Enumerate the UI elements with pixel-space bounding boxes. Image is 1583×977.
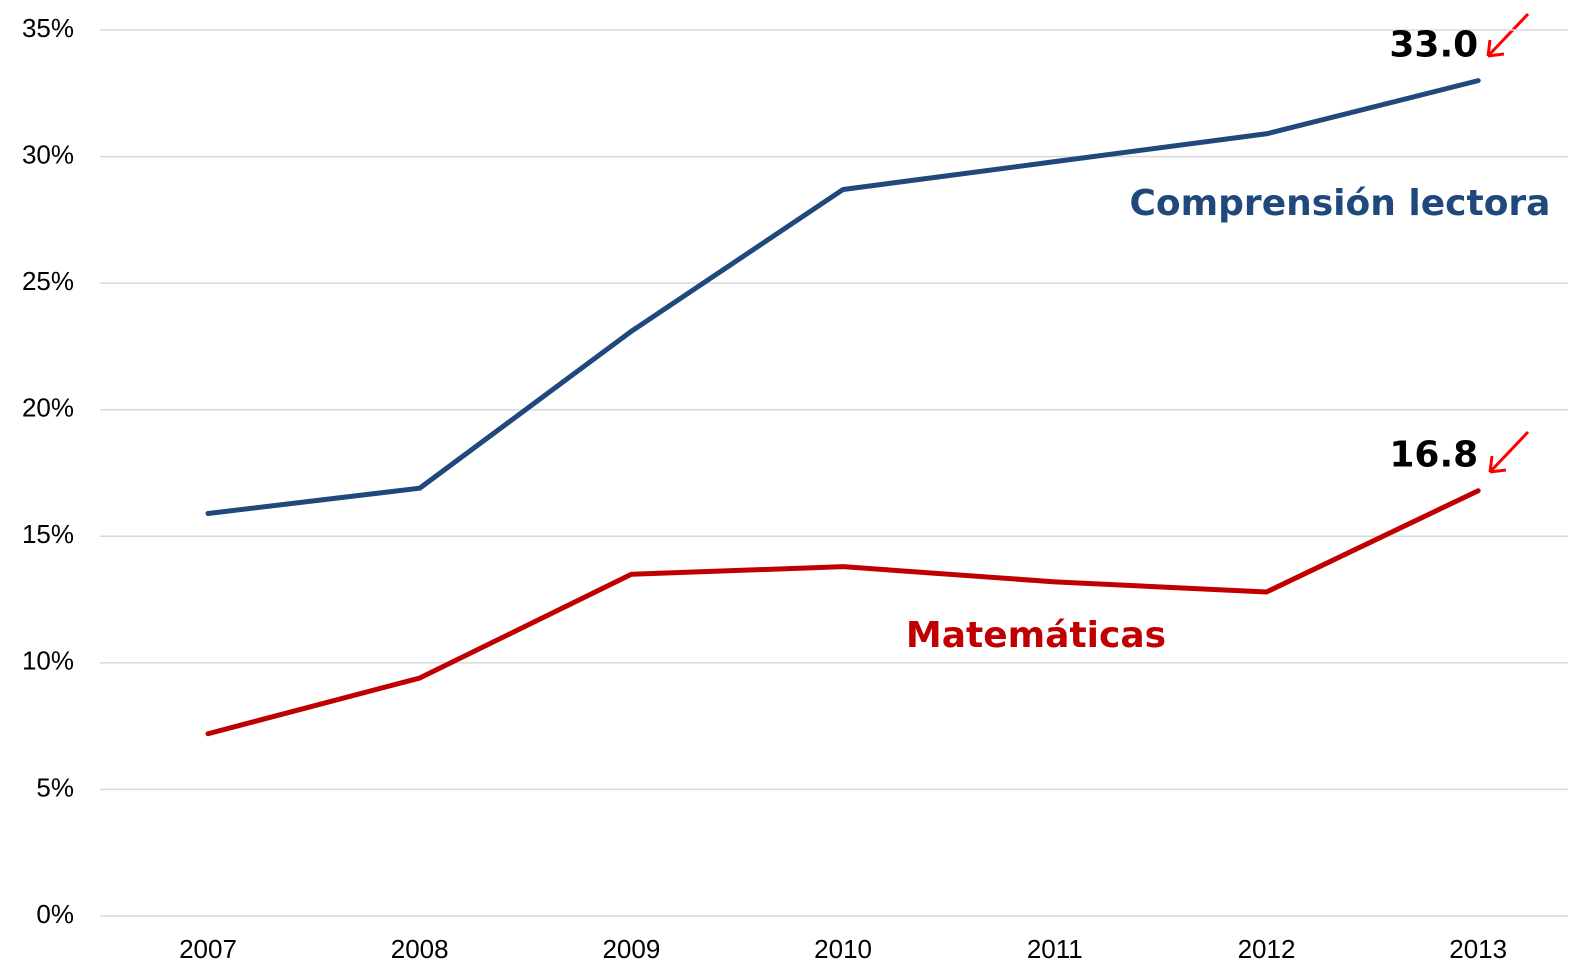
y-tick-label: 25% bbox=[22, 266, 74, 296]
y-tick-label: 20% bbox=[22, 393, 74, 423]
series-label: Matemáticas bbox=[906, 615, 1166, 656]
x-tick-label: 2012 bbox=[1238, 934, 1296, 964]
arrows bbox=[1486, 12, 1530, 474]
line bbox=[205, 488, 1481, 737]
line bbox=[205, 78, 1481, 517]
x-tick-label: 2007 bbox=[179, 934, 237, 964]
y-tick-label: 30% bbox=[22, 139, 74, 169]
x-tick-label: 2011 bbox=[1027, 934, 1083, 964]
x-tick-label: 2013 bbox=[1449, 934, 1507, 964]
data-label: 33.0 bbox=[1389, 25, 1478, 66]
y-tick-label: 10% bbox=[22, 646, 74, 676]
y-tick-label: 0% bbox=[36, 899, 74, 929]
y-tick-label: 35% bbox=[22, 13, 74, 43]
x-tick-label: 2010 bbox=[814, 934, 872, 964]
x-tick-label: 2008 bbox=[391, 934, 449, 964]
arrow bbox=[1486, 12, 1530, 58]
x-tick-label: 2009 bbox=[602, 934, 660, 964]
arrow bbox=[1488, 430, 1530, 474]
series-label: Comprensión lectora bbox=[1130, 183, 1551, 224]
data-label: 16.8 bbox=[1389, 435, 1478, 476]
y-tick-label: 5% bbox=[36, 772, 74, 802]
y-tick-label: 15% bbox=[22, 519, 74, 549]
